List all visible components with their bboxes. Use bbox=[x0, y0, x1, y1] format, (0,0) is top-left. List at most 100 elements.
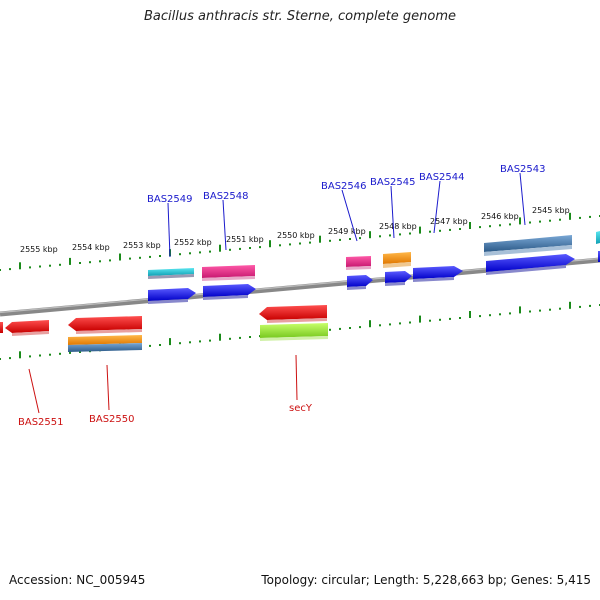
gene-arrow-shadow bbox=[347, 286, 366, 290]
minor-tick bbox=[9, 357, 11, 360]
minor-tick bbox=[0, 358, 1, 360]
minor-tick bbox=[389, 234, 391, 237]
minor-tick bbox=[59, 352, 61, 355]
scale-label: 2555 kbp bbox=[20, 245, 58, 254]
minor-tick bbox=[79, 351, 81, 353]
minor-tick bbox=[109, 259, 111, 262]
minor-tick bbox=[339, 327, 341, 330]
gene-bar-magenta[interactable] bbox=[346, 256, 371, 267]
major-tick bbox=[469, 222, 471, 229]
minor-tick bbox=[29, 355, 31, 358]
minor-tick bbox=[429, 319, 431, 322]
gene-bar-magenta[interactable] bbox=[202, 265, 255, 278]
major-tick bbox=[469, 311, 471, 318]
minor-tick bbox=[289, 243, 291, 246]
minor-tick bbox=[359, 237, 361, 240]
scale-label: 2552 kbp bbox=[174, 238, 212, 247]
gene-bar-cyan-partial[interactable] bbox=[596, 231, 600, 244]
gene-bar-shadow bbox=[148, 274, 194, 279]
minor-tick bbox=[539, 220, 541, 223]
minor-tick bbox=[559, 218, 561, 221]
major-tick bbox=[119, 253, 121, 261]
minor-tick bbox=[559, 307, 561, 310]
gene-label[interactable]: BAS2543 bbox=[500, 164, 546, 175]
gene-arrow-blue[interactable] bbox=[148, 288, 196, 301]
gene-label[interactable]: BAS2545 bbox=[370, 177, 416, 188]
minor-tick bbox=[59, 263, 61, 266]
minor-tick bbox=[449, 317, 451, 320]
gene-arrow-red[interactable] bbox=[68, 316, 142, 331]
gene-bar-orange[interactable] bbox=[383, 252, 411, 264]
minor-tick bbox=[159, 255, 161, 257]
minor-tick bbox=[509, 223, 511, 226]
gene-label[interactable]: secY bbox=[289, 403, 313, 414]
gene-arrow-shadow bbox=[385, 282, 405, 286]
minor-tick bbox=[139, 256, 141, 259]
scale-labels: 2555 kbp 2554 kbp 2553 kbp 2552 kbp 2551… bbox=[20, 206, 570, 254]
minor-tick bbox=[329, 239, 331, 242]
gene-arrow-blue[interactable] bbox=[203, 284, 256, 297]
gene-arrow-red[interactable] bbox=[5, 320, 49, 333]
genome-summary-text: Topology: circular; Length: 5,228,663 bp… bbox=[261, 573, 591, 587]
minor-tick bbox=[359, 326, 361, 329]
gene-label[interactable]: BAS2550 bbox=[89, 414, 135, 425]
gene-bar-lime[interactable] bbox=[260, 323, 328, 338]
major-tick bbox=[19, 351, 21, 359]
gene-arrow-shadow bbox=[203, 295, 248, 300]
gene-bar-orange[interactable] bbox=[68, 335, 142, 345]
gene-arrow-red-partial[interactable] bbox=[0, 322, 3, 333]
minor-tick bbox=[199, 340, 201, 343]
minor-tick bbox=[349, 238, 351, 240]
minor-tick bbox=[29, 266, 31, 269]
gene-bar-cyan[interactable] bbox=[148, 268, 194, 276]
minor-tick bbox=[339, 238, 341, 241]
minor-tick bbox=[239, 247, 241, 250]
scale-label: 2546 kbp bbox=[481, 212, 519, 221]
lower-genes bbox=[0, 305, 328, 352]
gene-arrow-blue[interactable] bbox=[486, 254, 575, 272]
minor-tick bbox=[179, 253, 181, 256]
gene-arrow-shadow bbox=[76, 329, 142, 334]
minor-tick bbox=[499, 224, 501, 227]
minor-tick bbox=[329, 328, 331, 331]
minor-tick bbox=[209, 250, 211, 253]
minor-tick bbox=[589, 215, 591, 218]
gene-label[interactable]: BAS2551 bbox=[18, 417, 64, 428]
minor-tick bbox=[409, 232, 411, 235]
gene-bar-steel[interactable] bbox=[484, 235, 572, 252]
map-title: Bacillus anthracis str. Sterne, complete… bbox=[144, 9, 456, 24]
minor-tick bbox=[589, 304, 591, 307]
minor-tick bbox=[549, 219, 551, 222]
minor-tick bbox=[129, 257, 131, 260]
minor-tick bbox=[39, 265, 41, 268]
minor-tick bbox=[259, 246, 261, 249]
minor-tick bbox=[489, 314, 491, 317]
gene-label[interactable]: BAS2548 bbox=[203, 191, 249, 202]
minor-tick bbox=[249, 336, 251, 338]
minor-tick bbox=[389, 323, 391, 326]
gene-arrow-blue[interactable] bbox=[347, 275, 373, 287]
minor-tick bbox=[9, 268, 11, 271]
gene-label[interactable]: BAS2544 bbox=[419, 172, 465, 183]
gene-arrow-blue[interactable] bbox=[413, 266, 463, 279]
minor-tick bbox=[439, 318, 441, 321]
major-tick bbox=[519, 217, 521, 225]
major-tick bbox=[369, 320, 371, 328]
minor-tick bbox=[349, 327, 351, 329]
gene-label[interactable]: BAS2549 bbox=[147, 194, 193, 205]
scale-label: 2549 kbp bbox=[328, 227, 366, 236]
lower-gene-labels: BAS2551 BAS2550 secY bbox=[18, 403, 313, 428]
upper-gene-labels: BAS2549 BAS2548 BAS2546 BAS2545 BAS2544 … bbox=[147, 164, 546, 205]
scale-label: 2553 kbp bbox=[123, 241, 161, 250]
major-tick bbox=[519, 306, 521, 314]
gene-arrow-red[interactable] bbox=[259, 305, 327, 320]
gene-label[interactable]: BAS2546 bbox=[321, 181, 367, 192]
gene-arrow-blue[interactable] bbox=[385, 271, 412, 283]
gene-bar-steel[interactable] bbox=[68, 343, 142, 352]
major-tick bbox=[69, 257, 71, 265]
minor-tick bbox=[549, 308, 551, 311]
gene-bar-shadow bbox=[202, 276, 255, 281]
minor-tick bbox=[49, 264, 51, 267]
minor-tick bbox=[459, 228, 461, 230]
major-tick bbox=[219, 244, 221, 252]
